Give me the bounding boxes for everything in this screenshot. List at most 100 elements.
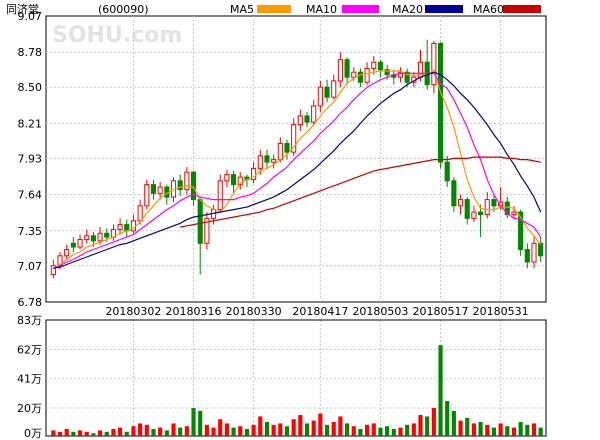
volume-tick-label: 20万 <box>17 402 42 415</box>
volume-bar <box>211 427 216 436</box>
volume-bar <box>338 416 343 436</box>
ma-line-ma60 <box>180 156 541 228</box>
candle-body <box>518 211 524 251</box>
candle-body <box>284 142 290 153</box>
volume-bar <box>485 424 490 436</box>
candle-body <box>70 242 76 248</box>
date-tick-label: 20180503 <box>352 305 408 318</box>
volume-bar <box>151 429 156 436</box>
volume-bar <box>264 422 270 436</box>
date-tick-label: 20180531 <box>473 305 529 318</box>
candle-body <box>484 199 490 216</box>
legend-ma60-label: MA60 <box>473 3 504 16</box>
candle-body <box>444 161 450 182</box>
price-panel: 9.07 8.78 8.50 8.21 7.93 7.64 7.35 7.07 6.78 2018… <box>18 10 547 318</box>
candle-body <box>511 211 517 216</box>
volume-bar <box>238 426 243 436</box>
candle-body <box>150 184 157 194</box>
volume-bar <box>251 424 256 436</box>
volume-frame <box>45 319 547 437</box>
volume-bar <box>171 423 176 436</box>
volume-bar <box>218 419 223 436</box>
candle-body <box>64 249 70 257</box>
candle-body <box>491 199 497 207</box>
volume-bar <box>331 422 336 436</box>
volume-bar <box>231 427 236 436</box>
volume-bar <box>351 426 356 436</box>
legend-ma60-swatch <box>503 5 541 13</box>
price-tick-label: 8.78 <box>18 46 43 59</box>
stock-code: (600090) <box>98 3 149 16</box>
volume-bar <box>471 423 476 436</box>
candle-body <box>197 199 203 244</box>
candle-body <box>317 86 323 107</box>
ma-line-ma5 <box>53 68 542 269</box>
volume-bar <box>91 433 96 436</box>
volume-bar <box>224 423 229 436</box>
volume-bar <box>451 410 456 436</box>
candle-body <box>404 71 410 83</box>
volume-bar <box>164 430 169 436</box>
volume-bar <box>478 422 483 436</box>
candle-body <box>257 155 263 169</box>
candle-body <box>371 61 377 69</box>
candle-body <box>144 184 150 207</box>
volume-bar <box>324 424 330 436</box>
candle-body <box>104 232 110 238</box>
ma-line-ma10 <box>53 72 542 269</box>
candle-body <box>478 211 484 216</box>
candle-body <box>251 167 257 181</box>
volume-bar <box>71 431 76 436</box>
volume-bar <box>184 426 189 436</box>
volume-bar <box>425 416 430 436</box>
volume-bar <box>138 423 143 436</box>
volume-bar <box>411 423 416 436</box>
candle-body <box>431 42 437 86</box>
legend-ma5-swatch <box>257 5 291 13</box>
legend-ma20-swatch <box>425 5 463 13</box>
volume-bar <box>191 408 196 436</box>
volume-bar <box>284 426 290 436</box>
watermark: SOHU.com <box>52 23 182 48</box>
legend-ma10-swatch <box>342 5 379 13</box>
candle-body <box>137 205 143 222</box>
candle-body <box>437 42 444 163</box>
volume-bar <box>118 427 123 436</box>
volume-bar <box>505 426 510 436</box>
volume-bar <box>465 417 470 436</box>
candle-body <box>471 211 477 219</box>
volume-bar <box>518 422 523 436</box>
volume-bar <box>178 427 183 436</box>
date-tick-label: 20180316 <box>166 305 222 318</box>
candle-body <box>84 235 90 241</box>
candle-body <box>190 171 197 201</box>
candle-body <box>464 199 470 219</box>
candle-body <box>524 249 530 263</box>
volume-bar <box>398 427 403 436</box>
candle-body <box>351 71 357 78</box>
candle-body <box>277 142 283 161</box>
price-tick-label: 7.93 <box>18 152 43 165</box>
candle-body <box>157 186 163 194</box>
candle-body <box>77 239 83 248</box>
candle-body <box>237 176 243 186</box>
volume-bar <box>144 424 149 436</box>
candle-body <box>271 159 277 163</box>
volume-bar <box>64 429 69 436</box>
price-tick-label: 8.21 <box>18 117 43 130</box>
candle-body <box>297 115 303 126</box>
candle-body <box>377 61 384 71</box>
candle-body <box>504 201 510 216</box>
candle-body <box>50 265 56 276</box>
volume-bar <box>57 431 63 436</box>
volume-bar <box>445 401 450 436</box>
legend: MA5 MA10 MA20 MA60 <box>230 3 541 16</box>
stock-name: 同济堂 <box>6 2 39 16</box>
candle-body <box>224 174 230 182</box>
volume-bar <box>365 424 370 436</box>
ma-line-ma20 <box>53 71 542 269</box>
volume-bar <box>244 429 250 436</box>
candle-body <box>311 105 317 123</box>
date-tick-label: 20180517 <box>413 305 469 318</box>
